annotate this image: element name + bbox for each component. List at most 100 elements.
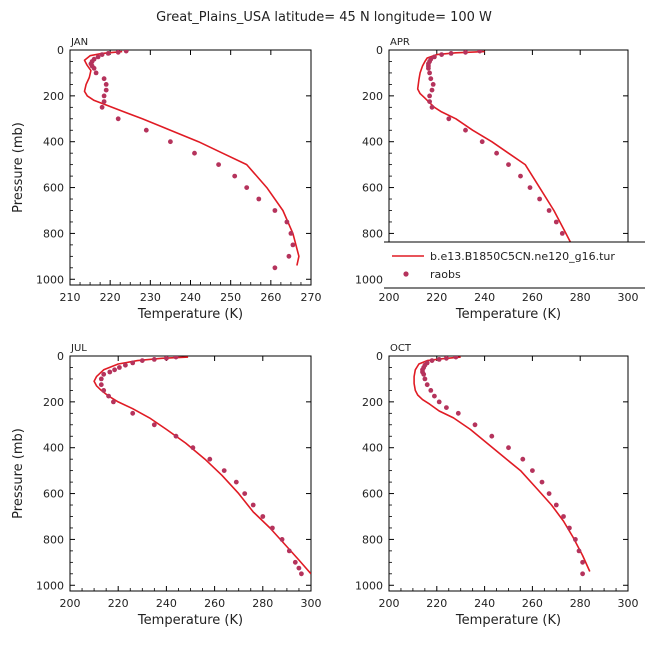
raob-point xyxy=(292,559,298,565)
raob-point xyxy=(151,357,157,362)
model-profile-line xyxy=(93,356,311,575)
x-tick-label: 300 xyxy=(301,597,322,610)
raob-point xyxy=(463,50,468,55)
raob-point xyxy=(173,433,179,439)
raob-point xyxy=(130,410,136,416)
raob-point xyxy=(573,537,578,542)
raob-point xyxy=(98,382,104,388)
data-layer xyxy=(93,356,311,577)
x-tick-label: 280 xyxy=(570,597,591,610)
panel-oct: OCT 200 220 240 260 280 300 0 200 400 600 800 1000 Te… xyxy=(355,343,639,628)
x-tick-label: 220 xyxy=(108,597,129,610)
y-tick-label: 200 xyxy=(43,396,64,409)
raob-point xyxy=(111,399,116,405)
raob-point xyxy=(296,565,302,571)
x-axis-label: Temperature (K) xyxy=(455,613,561,628)
x-tick-label: 260 xyxy=(522,291,543,304)
plot-frame xyxy=(388,355,629,592)
raob-point xyxy=(123,362,128,368)
x-tick-label: 220 xyxy=(100,291,121,304)
panel-label: JAN xyxy=(70,37,88,48)
y-tick-label: 1000 xyxy=(355,273,383,286)
raob-point xyxy=(98,376,104,382)
raob-point xyxy=(518,173,523,179)
raob-point xyxy=(424,382,430,388)
x-tick-label: 220 xyxy=(426,597,447,610)
x-axis-label: Temperature (K) xyxy=(455,307,561,322)
raob-point xyxy=(546,208,552,213)
raob-point xyxy=(103,82,109,87)
raob-point xyxy=(279,537,285,542)
raob-point xyxy=(439,52,444,57)
y-tick-label: 0 xyxy=(57,44,64,57)
x-tick-label: 300 xyxy=(618,291,639,304)
raob-point xyxy=(101,388,107,393)
raob-point xyxy=(286,548,292,554)
y-axis-label: Pressure (mb) xyxy=(11,428,26,519)
raob-point xyxy=(101,99,107,104)
model-profile-line xyxy=(413,356,591,572)
y-tick-label: 200 xyxy=(362,396,383,409)
data-layer xyxy=(416,50,586,271)
raob-point xyxy=(580,571,585,577)
raob-point xyxy=(290,242,296,248)
raob-point xyxy=(537,196,542,202)
panel-label: OCT xyxy=(390,343,412,354)
panel-label: APR xyxy=(390,37,410,48)
x-tick-label: 260 xyxy=(204,597,225,610)
raob-point xyxy=(506,445,511,451)
panel-label: JUL xyxy=(70,343,87,354)
x-tick-label: 280 xyxy=(252,597,273,610)
x-tick-label: 280 xyxy=(570,291,591,304)
raob-point xyxy=(256,196,262,202)
x-tick-label: 200 xyxy=(60,597,81,610)
y-tick-label: 600 xyxy=(43,488,64,501)
raob-point xyxy=(527,185,533,191)
panels: JAN 210 220 230 240 250 260 270 0 200 400 600 800 100… xyxy=(11,37,645,628)
raob-point xyxy=(426,65,431,71)
raob-point xyxy=(101,93,107,99)
raob-point xyxy=(553,502,559,508)
raob-point xyxy=(221,468,227,473)
data-layer xyxy=(83,50,300,271)
y-tick-label: 0 xyxy=(376,44,383,57)
raob-point xyxy=(242,491,248,496)
raob-point xyxy=(477,50,483,54)
raob-point xyxy=(448,51,454,56)
raob-point xyxy=(117,365,122,370)
raob-point xyxy=(530,468,535,473)
raob-point xyxy=(427,93,432,99)
x-tick-label: 200 xyxy=(379,597,400,610)
y-tick-label: 600 xyxy=(362,182,383,195)
x-tick-label: 220 xyxy=(426,291,447,304)
y-tick-label: 200 xyxy=(362,90,383,103)
y-tick-label: 800 xyxy=(43,227,64,240)
y-tick-label: 400 xyxy=(43,136,64,149)
raob-point xyxy=(101,76,107,82)
raob-point xyxy=(299,571,304,577)
x-tick-label: 300 xyxy=(618,597,639,610)
raob-point xyxy=(567,525,572,531)
raob-point xyxy=(479,139,485,145)
y-tick-label: 1000 xyxy=(36,579,64,592)
raob-point xyxy=(106,393,111,399)
raob-point xyxy=(576,548,582,554)
y-axis-label: Pressure (mb) xyxy=(11,122,26,213)
raob-point xyxy=(139,358,145,363)
y-tick-label: 200 xyxy=(43,90,64,103)
x-tick-label: 240 xyxy=(474,291,495,304)
raob-point xyxy=(151,422,157,428)
raob-point xyxy=(559,231,565,236)
panel-jul: JUL 200 220 240 260 280 300 0 200 400 600 800 1000 Te… xyxy=(11,343,322,628)
raob-point xyxy=(429,358,435,363)
raob-point xyxy=(105,51,111,56)
raob-point xyxy=(115,116,121,122)
raob-point xyxy=(444,356,449,361)
y-tick-label: 0 xyxy=(57,350,64,363)
raob-point xyxy=(444,405,449,410)
raob-point xyxy=(130,360,136,366)
raob-point xyxy=(272,265,278,271)
y-tick-label: 800 xyxy=(362,227,383,240)
raob-point xyxy=(436,399,442,405)
